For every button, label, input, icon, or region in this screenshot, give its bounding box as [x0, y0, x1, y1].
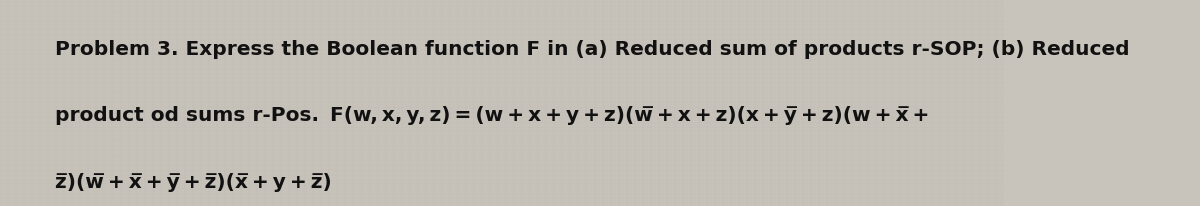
Text: product od sums r-Pos.  F(w, x, y, z) = (w + x + y + z)(w̅ + x + z)(x + y̅ + z)(: product od sums r-Pos. F(w, x, y, z) = (…: [55, 106, 930, 125]
Text: Problem 3. Express the Boolean function F in (a) Reduced sum of products r-SOP; : Problem 3. Express the Boolean function …: [55, 40, 1130, 59]
Text: z̅)(w̅ + x̅ + y̅ + z̅)(x̅ + y + z̅): z̅)(w̅ + x̅ + y̅ + z̅)(x̅ + y + z̅): [55, 172, 332, 191]
